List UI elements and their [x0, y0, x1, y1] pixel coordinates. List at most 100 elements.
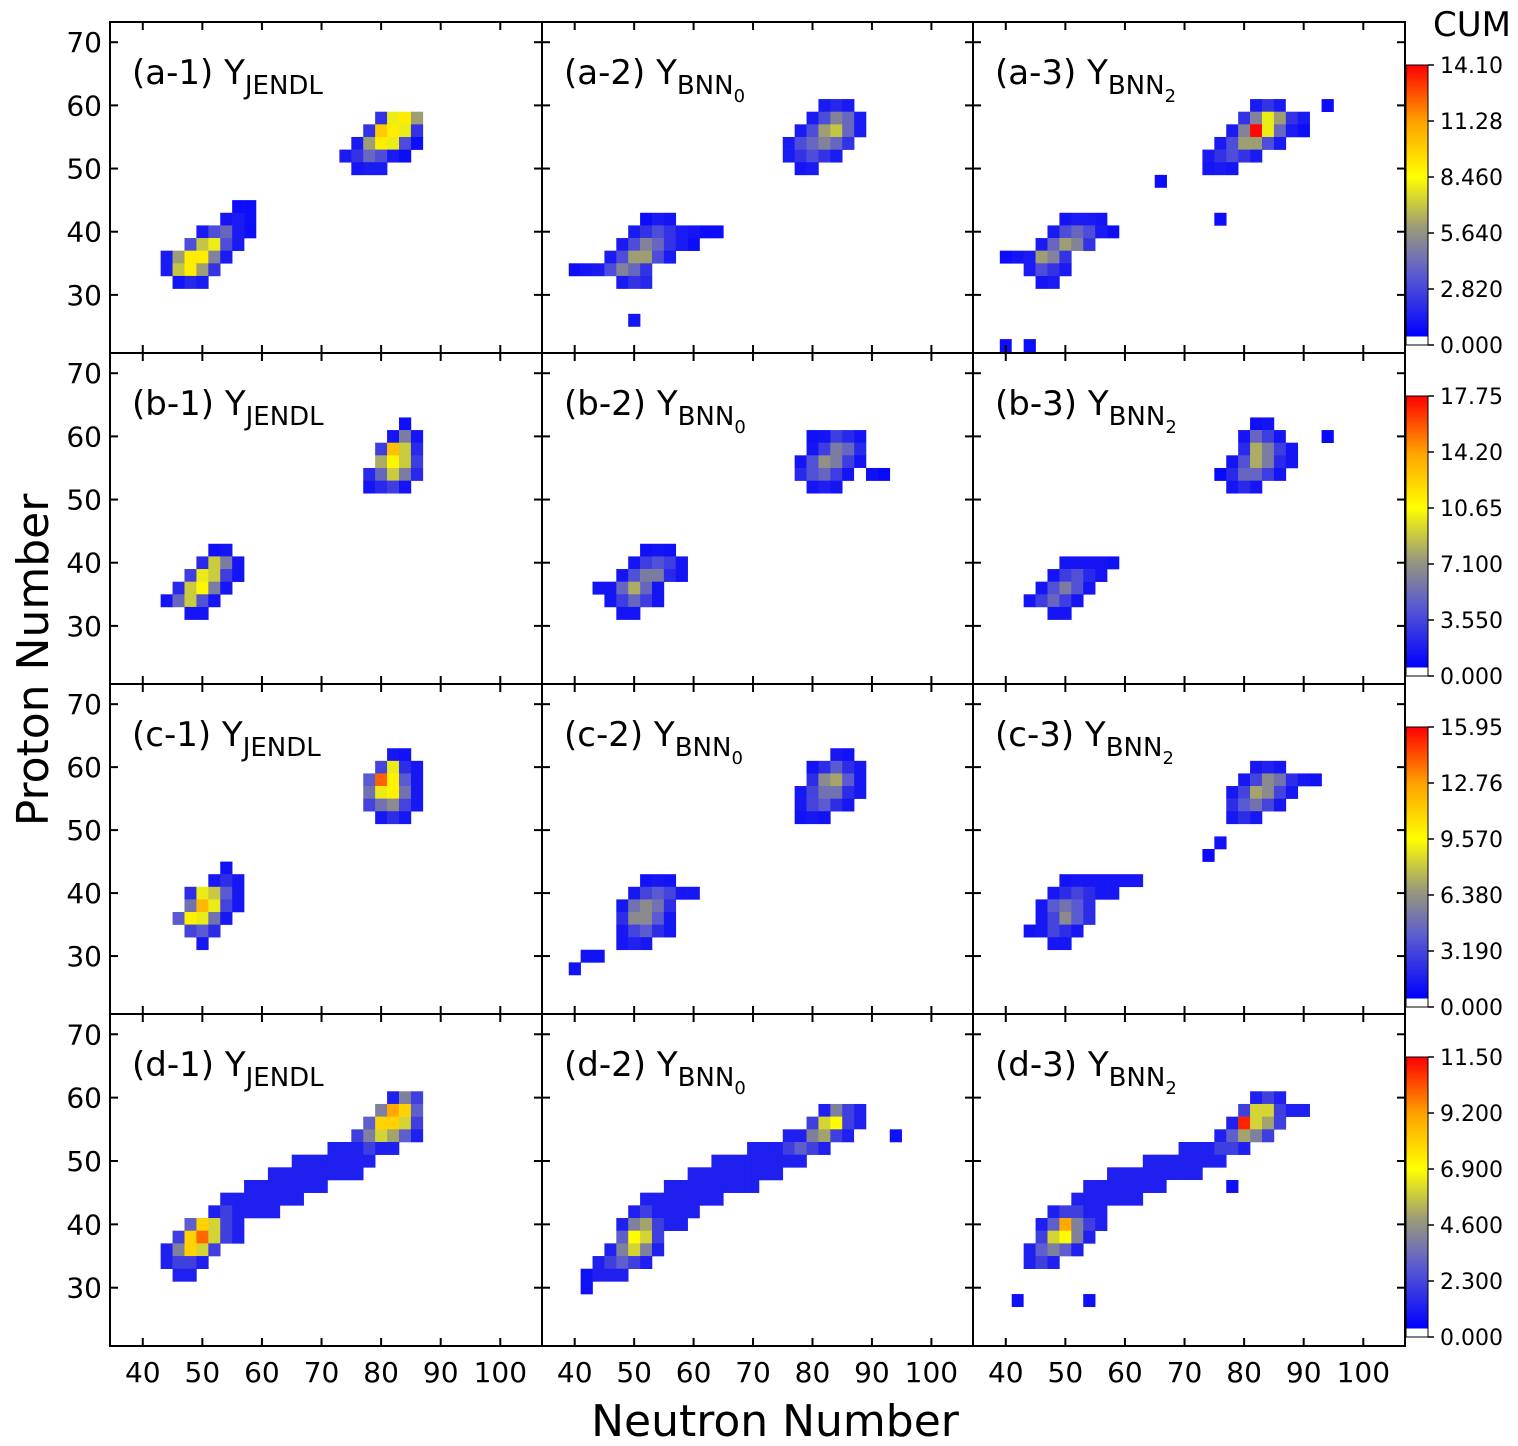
title-subscript: BNN	[1106, 733, 1163, 763]
heat-cell	[232, 238, 245, 251]
heat-cell	[267, 1205, 281, 1219]
heat-cell	[628, 238, 641, 251]
heat-cell	[663, 911, 677, 925]
heat-cell	[806, 430, 819, 443]
heat-cell	[1118, 874, 1132, 888]
heat-cell	[1071, 225, 1084, 239]
heat-cell	[854, 455, 867, 469]
heat-cell	[794, 798, 807, 812]
heat-cell	[640, 1205, 653, 1219]
heat-cell	[208, 924, 221, 938]
panel: (b-2) YBNN0	[541, 352, 974, 685]
heat-cell	[1071, 1230, 1084, 1244]
heat-cell	[699, 1192, 712, 1206]
y-tick-label: 60	[66, 751, 102, 784]
heat-cell	[1261, 136, 1275, 150]
heat-cell	[889, 1129, 902, 1143]
heat-cell	[184, 924, 197, 938]
heat-cell	[1095, 1180, 1108, 1193]
y-tick-label: 40	[66, 1208, 102, 1241]
x-tick-label: 100	[474, 1356, 527, 1389]
heat-cell	[651, 594, 665, 608]
heat-cell	[1047, 250, 1060, 264]
heat-cell	[1107, 225, 1120, 239]
heat-cell	[830, 111, 843, 125]
heat-cell	[196, 886, 209, 900]
heat-cell	[782, 149, 795, 163]
heat-cell	[375, 124, 388, 138]
heat-cell	[806, 442, 819, 456]
heat-cell	[1273, 455, 1287, 469]
heat-cell	[196, 556, 209, 570]
heat-cell	[172, 1256, 185, 1270]
y-tick-label: 40	[66, 877, 102, 910]
heat-cell	[592, 263, 605, 277]
heat-cell	[363, 773, 376, 787]
heat-cell	[1190, 1141, 1203, 1155]
heat-cell	[339, 1154, 352, 1168]
title-subscript: JENDL	[241, 733, 322, 763]
heat-cell	[640, 212, 653, 226]
heat-cell	[794, 149, 807, 163]
heat-cell	[398, 136, 412, 150]
heat-cell	[1107, 874, 1120, 888]
heat-cell	[1083, 581, 1096, 595]
heat-cell	[1083, 1230, 1096, 1244]
heat-cell	[196, 594, 209, 608]
heat-cell	[375, 162, 388, 176]
heat-cell	[1083, 1294, 1096, 1308]
heat-cell	[842, 1103, 855, 1117]
heat-cell	[208, 556, 221, 570]
heat-cell	[1238, 798, 1251, 812]
heat-cell	[327, 1167, 340, 1181]
heat-cell	[375, 1141, 388, 1155]
heat-cell	[806, 773, 819, 787]
heat-cell	[1107, 1167, 1120, 1181]
heat-cell	[1083, 556, 1096, 570]
heat-cell	[1059, 1243, 1072, 1257]
colorbar-tick-label: 17.75	[1440, 385, 1503, 410]
heat-cell	[616, 924, 629, 938]
heat-cell	[1178, 1154, 1191, 1168]
heat-cell	[1059, 937, 1072, 951]
heat-cell	[1297, 773, 1310, 787]
panel-frame	[972, 1013, 1406, 1347]
heat-cell	[1095, 886, 1108, 900]
heat-cell	[640, 543, 653, 557]
heat-cell	[184, 594, 197, 608]
heat-cell	[1095, 1218, 1108, 1231]
heat-cell	[208, 1218, 221, 1231]
heat-cell	[1083, 1218, 1096, 1231]
heat-cell	[1095, 874, 1108, 888]
heat-cell	[640, 1192, 653, 1206]
colorbar-tick-label: 8.460	[1440, 166, 1503, 191]
heat-cell	[616, 238, 629, 251]
heat-cell	[1238, 149, 1251, 163]
panel: 40 50 60 70 80 90 100 (d-3) YBNN2 0.000 2.300 4.60…	[972, 1013, 1503, 1389]
heat-cell	[1154, 1167, 1167, 1181]
heat-cell	[806, 136, 819, 150]
heat-cell	[208, 581, 221, 595]
heat-cell	[675, 1218, 688, 1231]
heat-cell	[1071, 874, 1084, 888]
x-tick-label: 70	[304, 1356, 340, 1389]
heat-cell	[628, 1230, 641, 1244]
colorbar-tick-label: 9.570	[1440, 828, 1503, 853]
title-main: (a-1) Y	[132, 53, 245, 93]
heat-cell	[410, 1091, 424, 1105]
panel-title: (d-1) YJENDL	[132, 1045, 324, 1093]
heat-cell	[830, 1116, 843, 1130]
x-tick-label: 50	[616, 1356, 652, 1389]
colorbar	[1405, 395, 1429, 677]
heat-cell	[398, 480, 412, 494]
heat-cell	[398, 417, 412, 431]
heat-cell	[830, 149, 843, 163]
heat-cell	[1071, 1294, 1084, 1308]
heat-cell	[806, 162, 819, 176]
heat-cell	[806, 811, 819, 825]
colorbar-tick-label: 0.000	[1440, 1326, 1503, 1351]
heat-cell	[640, 238, 653, 251]
heat-cell	[1047, 275, 1060, 289]
heat-cell	[616, 275, 629, 289]
heat-cell	[232, 200, 245, 214]
